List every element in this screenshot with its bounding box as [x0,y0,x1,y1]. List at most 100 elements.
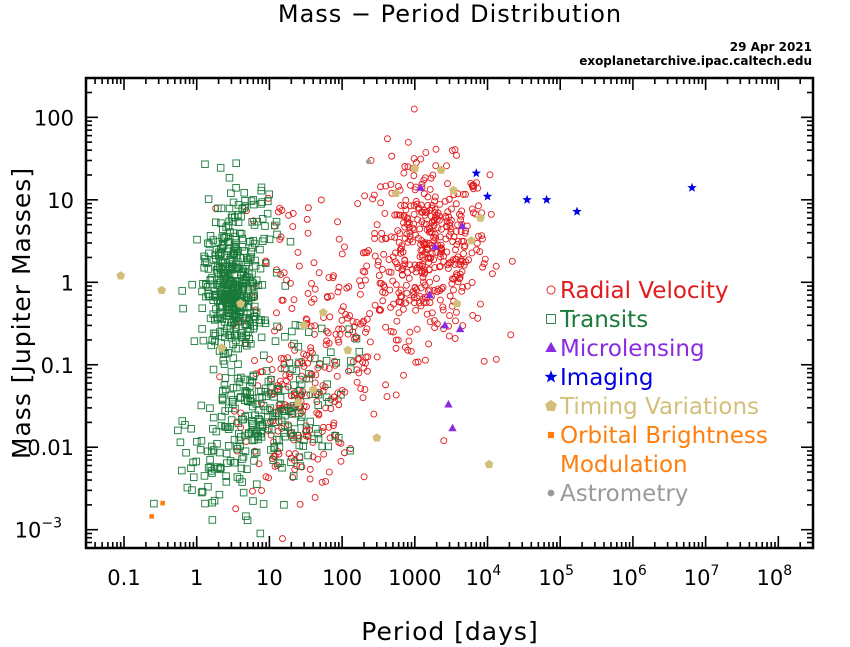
radial-velocity-point [359,267,367,275]
radial-velocity-point [426,185,434,193]
radial-velocity-point [426,278,434,286]
microlensing-series [416,183,467,432]
radial-velocity-point [304,204,312,212]
transits-point [204,447,212,456]
transits-point [289,472,298,480]
transits-point [286,237,295,246]
transits-point [240,247,249,255]
radial-velocity-point [329,422,337,429]
radial-velocity-point [412,268,420,276]
radial-velocity-point [379,288,387,296]
radial-velocity-point [444,208,452,216]
radial-velocity-point [417,302,425,310]
radial-velocity-point [275,324,283,331]
radial-velocity-point [338,316,346,324]
radial-velocity-point [212,204,220,212]
transits-point [200,472,209,480]
radial-velocity-point [338,250,346,258]
legend-marker [546,285,556,295]
transits-point [217,257,225,265]
transits-point [234,360,242,368]
radial-velocity-point [307,344,315,352]
legend-item-microlensing: Microlensing [545,336,705,362]
radial-velocity-point [325,468,333,476]
radial-velocity-point [267,375,275,383]
radial-velocity-point [439,306,447,314]
radial-velocity-point [445,232,453,240]
radial-velocity-point [448,280,456,288]
radial-velocity-point [449,238,457,245]
transits-point [233,383,241,392]
imaging-point [522,194,532,204]
radial-velocity-point [458,268,466,276]
radial-velocity-point [437,241,445,249]
transits-point [264,197,272,206]
radial-velocity-point [361,276,369,284]
transits-point [258,237,267,245]
radial-velocity-point [414,358,422,366]
radial-velocity-point [401,163,409,170]
transits-point [262,392,271,401]
radial-velocity-point [452,308,460,316]
transits-point [246,238,254,246]
transits-point [188,280,196,289]
transits-point [256,245,264,254]
radial-velocity-point [411,283,419,291]
radial-velocity-point [398,242,406,250]
legend-marker [544,370,558,383]
radial-velocity-point [459,283,467,291]
radial-velocity-point [432,145,440,153]
legend-item-transits: Transits [546,307,648,333]
radial-velocity-point [273,462,281,469]
transits-point [234,246,242,255]
transits-point [247,248,256,256]
transits-point [269,456,278,464]
transits-point [337,391,345,399]
transits-point [223,286,232,295]
radial-velocity-point [310,295,318,303]
transits-point [243,465,251,473]
radial-velocity-point [387,327,395,335]
transits-point [248,218,256,226]
chart-title: Mass − Period Distribution [278,0,622,28]
timing-variations-series [116,163,494,469]
transits-point [248,270,256,278]
radial-velocity-point [451,334,459,342]
radial-velocity-point [287,454,295,462]
radial-velocity-point [271,327,278,335]
radial-velocity-point [473,239,481,247]
transits-point [204,195,213,203]
radial-velocity-point [353,378,361,386]
radial-velocity-point [249,217,257,225]
radial-velocity-point [289,474,297,481]
orbital-brightness-modulation-point [160,500,165,506]
timing-variations-point [308,385,318,394]
radial-velocity-point [347,445,354,453]
transits-point [237,270,245,279]
radial-velocity-point [480,260,488,268]
transits-point [229,248,238,257]
transits-point [212,427,221,436]
transits-point [247,253,255,261]
radial-velocity-point [377,306,385,314]
radial-velocity-point [338,386,346,394]
radial-velocity-point [508,257,516,265]
transits-point [229,354,238,362]
legend-label: Imaging [560,365,653,391]
transits-point [209,255,218,264]
transits-point [234,258,242,266]
transits-point [223,308,232,317]
transits-point [324,398,333,406]
radial-velocity-point [425,259,433,266]
transits-point [220,381,229,389]
radial-velocity-point [394,264,402,272]
transits-point [314,429,322,438]
transits-point [280,429,288,437]
radial-velocity-point [332,330,340,338]
radial-velocity-point [421,240,428,248]
transits-point [234,287,242,295]
radial-velocity-point [363,315,371,323]
transits-point [346,357,355,365]
transits-point [289,433,297,441]
